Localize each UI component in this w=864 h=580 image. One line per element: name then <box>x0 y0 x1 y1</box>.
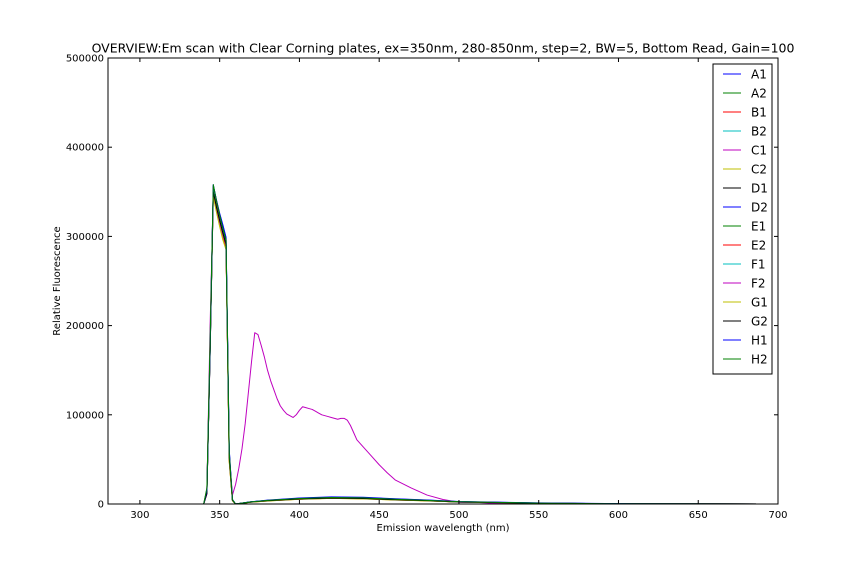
x-tick-label: 600 <box>609 510 628 521</box>
y-axis-label: Relative Fluorescence <box>52 226 63 335</box>
y-tick-label: 100000 <box>66 410 104 421</box>
series-line-f2 <box>108 195 778 504</box>
series-line-e2 <box>108 187 778 504</box>
series-line-h1 <box>108 185 778 504</box>
legend-label-d2: D2 <box>751 201 768 215</box>
x-tick-label: 450 <box>370 510 389 521</box>
y-tick-label: 300000 <box>66 232 104 243</box>
legend-box <box>712 63 773 375</box>
series-line-a2 <box>108 189 778 504</box>
plot-area-frame <box>107 57 779 505</box>
legend-label-f2: F2 <box>751 277 766 291</box>
series-line-c2 <box>108 194 778 504</box>
x-axis: 300 350 400 450 500 550 600 650 700 <box>130 58 788 521</box>
legend-label-c2: C2 <box>751 163 767 177</box>
series-line-b1 <box>108 186 778 504</box>
series-line-h2 <box>108 184 778 504</box>
legend-label-a2: A2 <box>751 87 767 101</box>
legend-label-b2: B2 <box>751 125 767 139</box>
x-tick-label: 700 <box>768 510 787 521</box>
series-line-d1 <box>108 190 778 504</box>
legend-label-a1: A1 <box>751 68 767 82</box>
x-tick-label: 300 <box>130 510 149 521</box>
y-tick-label: 200000 <box>66 321 104 332</box>
x-tick-label: 500 <box>449 510 468 521</box>
legend-label-d1: D1 <box>751 182 768 196</box>
series-line-g2 <box>108 191 778 504</box>
x-axis-label: Emission wavelength (nm) <box>377 523 510 534</box>
series-line-b2 <box>108 191 778 504</box>
legend: A1 A2 B1 B2 C1 C2 D1 D2 E1 E2 F1 F2 G1 G2 H1 H2 <box>712 63 773 375</box>
y-tick-label: 0 <box>98 500 104 511</box>
legend-label-e2: E2 <box>751 239 766 253</box>
x-tick-label: 550 <box>529 510 548 521</box>
x-tick-label: 400 <box>290 510 309 521</box>
legend-label-h2: H2 <box>751 353 768 367</box>
y-tick-label: 400000 <box>66 143 104 154</box>
series-line-g1 <box>108 195 778 504</box>
x-tick-label: 350 <box>210 510 229 521</box>
legend-label-e1: E1 <box>751 220 766 234</box>
y-tick-label: 500000 <box>66 54 104 65</box>
series-line-c1 <box>108 192 778 504</box>
legend-label-c1: C1 <box>751 144 767 158</box>
legend-label-b1: B1 <box>751 106 767 120</box>
legend-label-g2: G2 <box>751 315 768 329</box>
legend-label-f1: F1 <box>751 258 766 272</box>
y-axis: 0 100000 200000 300000 400000 500000 <box>66 54 778 511</box>
chart-title: OVERVIEW:Em scan with Clear Corning plat… <box>92 41 795 56</box>
series-layer <box>108 184 778 504</box>
series-line-a1 <box>108 184 778 504</box>
x-tick-label: 650 <box>689 510 708 521</box>
legend-label-g1: G1 <box>751 296 768 310</box>
series-line-d2 <box>108 185 778 504</box>
series-line-e1 <box>108 188 778 504</box>
legend-label-h1: H1 <box>751 334 768 348</box>
series-line-f1 <box>108 189 778 504</box>
